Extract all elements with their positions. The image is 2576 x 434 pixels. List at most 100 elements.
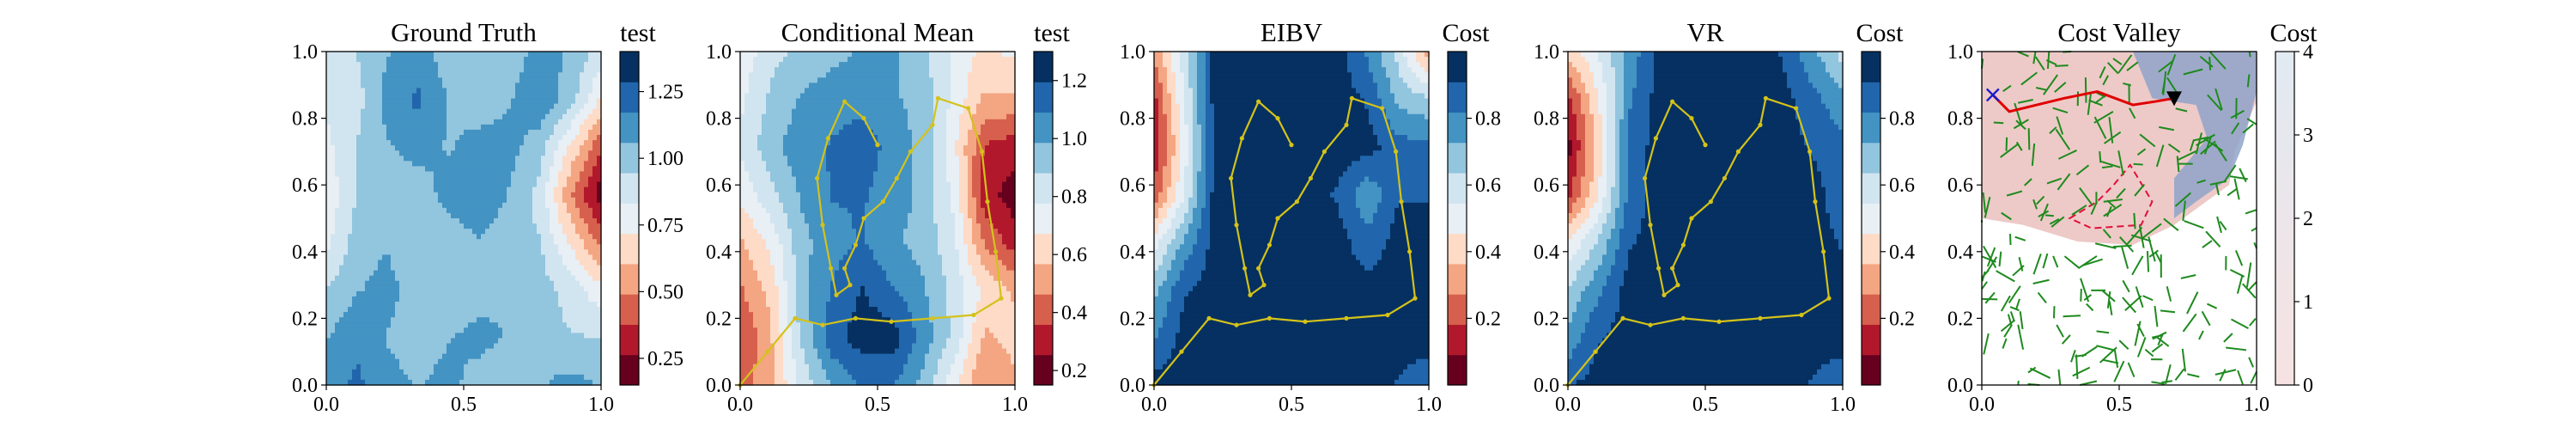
colorbar-label: test <box>1034 19 1070 47</box>
path-waypoint <box>854 316 858 321</box>
path-waypoint <box>1593 350 1597 354</box>
path-waypoint <box>1703 143 1707 147</box>
x-tick-label: 1.0 <box>1830 394 1856 416</box>
tree-edge <box>2054 306 2055 318</box>
y-tick-label: 0.6 <box>1120 174 1145 197</box>
path-waypoint <box>1662 293 1666 297</box>
y-tick-label: 0.6 <box>292 174 318 197</box>
y-tick-label: 0.8 <box>1534 108 1559 131</box>
x-tick-label: 1.0 <box>2244 394 2269 416</box>
path-waypoint <box>1736 150 1741 154</box>
path-waypoint <box>881 199 885 204</box>
y-tick-label: 0.2 <box>706 308 732 330</box>
path-waypoint <box>1648 323 1652 327</box>
colorbar-tick-label: 1.00 <box>647 148 683 170</box>
x-tick-label: 0.5 <box>865 394 890 416</box>
y-tick-label: 0.8 <box>1947 108 1973 131</box>
y-tick-label: 0.8 <box>1120 108 1145 131</box>
colorbar-tick-label: 1.0 <box>1061 128 1087 150</box>
y-tick-label: 1.0 <box>292 41 318 64</box>
path-waypoint <box>1275 116 1279 120</box>
path-waypoint <box>1716 320 1721 324</box>
path-waypoint <box>842 100 847 104</box>
path-waypoint <box>1344 123 1348 127</box>
path-waypoint <box>1648 223 1652 227</box>
path-waypoint <box>1380 106 1384 110</box>
path-waypoint <box>1256 266 1261 271</box>
colorbar-tick-label: 0.75 <box>647 215 683 237</box>
path-waypoint <box>1670 266 1674 271</box>
tree-edge <box>2134 213 2135 229</box>
y-tick-label: 0.0 <box>292 375 318 397</box>
tree-edge <box>2007 138 2008 151</box>
tree-edge <box>2250 52 2251 57</box>
y-tick-label: 0.4 <box>292 241 318 264</box>
tree-edge <box>2086 77 2087 103</box>
path-waypoint <box>1689 116 1693 120</box>
y-tick-label: 0.0 <box>1534 375 1559 397</box>
path-waypoint <box>1643 176 1647 180</box>
colorbar-tick-label: 0.25 <box>647 348 683 370</box>
path-waypoint <box>842 266 847 271</box>
path-waypoint <box>971 313 975 317</box>
x-tick-label: 1.0 <box>588 394 614 416</box>
colorbar-tick-label: 2 <box>2303 208 2313 230</box>
colorbar-label: Cost <box>1442 19 1490 47</box>
y-tick-label: 1.0 <box>706 41 732 64</box>
path-waypoint <box>1826 296 1831 301</box>
path-waypoint <box>1799 313 1803 317</box>
path-waypoint <box>1240 136 1244 140</box>
colorbar-tick-label: 0.4 <box>1061 303 1087 325</box>
path-waypoint <box>1821 249 1826 254</box>
path-waypoint <box>930 123 934 127</box>
y-tick-label: 1.0 <box>1534 41 1559 64</box>
colorbar-tick-label: 0.50 <box>647 281 683 303</box>
path-waypoint <box>936 96 940 101</box>
colorbar-tick-label: 1 <box>2303 291 2313 314</box>
y-tick-label: 0.6 <box>1947 174 1973 197</box>
tree-edge <box>2063 315 2081 316</box>
path-waypoint <box>1813 199 1817 204</box>
colorbar-tick-label: 1.25 <box>647 82 683 104</box>
path-waypoint <box>826 136 830 140</box>
path-waypoint <box>1394 150 1398 154</box>
path-waypoint <box>820 323 824 327</box>
path-waypoint <box>1758 316 1762 321</box>
colorbar-tick-label: 0.8 <box>1889 108 1915 131</box>
y-tick-label: 0.0 <box>706 375 732 397</box>
path-waypoint <box>1179 350 1183 354</box>
path-waypoint <box>1206 316 1211 321</box>
y-tick-label: 1.0 <box>1947 41 1973 64</box>
path-waypoint <box>930 316 934 321</box>
path-waypoint <box>1256 100 1261 104</box>
path-waypoint <box>1656 266 1661 271</box>
y-tick-label: 0.4 <box>1947 241 1973 264</box>
y-tick-label: 0.4 <box>706 241 732 264</box>
path-waypoint <box>908 150 913 154</box>
path-waypoint <box>1399 199 1403 204</box>
y-tick-label: 0.8 <box>706 108 732 131</box>
y-tick-label: 1.0 <box>1120 41 1145 64</box>
path-waypoint <box>848 283 852 287</box>
path-waypoint <box>854 242 858 247</box>
path-waypoint <box>1275 216 1279 220</box>
colorbar-tick-label: 0.6 <box>1889 174 1915 197</box>
path-waypoint <box>985 199 989 204</box>
tree-edge <box>2045 215 2054 216</box>
path-waypoint <box>1248 293 1252 297</box>
path-waypoint <box>889 320 893 324</box>
x-tick-label: 0.5 <box>451 394 477 416</box>
path-waypoint <box>1794 106 1798 110</box>
colorbar-tick-label: 0.8 <box>1061 186 1087 209</box>
y-tick-label: 0.4 <box>1534 241 1559 264</box>
colorbar-tick-label: 0.2 <box>1475 308 1501 330</box>
panel-title: VR <box>1686 17 1723 47</box>
path-waypoint <box>999 296 1003 301</box>
path-waypoint <box>1295 199 1299 204</box>
path-waypoint <box>1764 96 1768 101</box>
path-waypoint <box>1234 323 1238 327</box>
